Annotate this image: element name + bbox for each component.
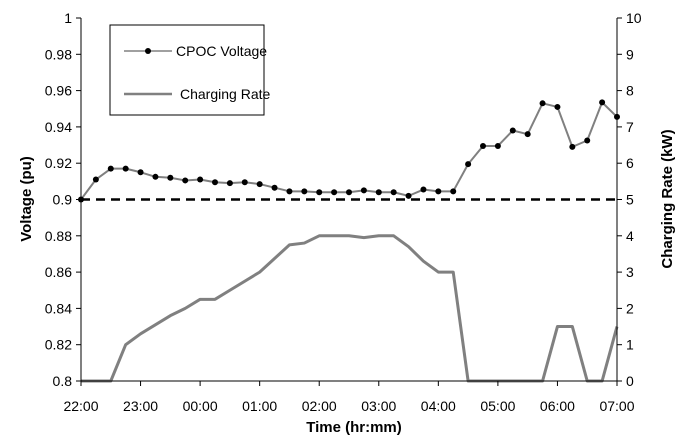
- y-left-tick-label: 0.94: [45, 119, 72, 135]
- x-tick-label: 02:00: [302, 398, 337, 414]
- legend-box: [109, 24, 265, 116]
- y-right-tick-label: 10: [626, 10, 642, 26]
- voltage-series-line: [80, 101, 618, 201]
- x-tick-label: 23:00: [123, 398, 158, 414]
- voltage-point: [450, 188, 457, 195]
- voltage-point: [107, 165, 114, 172]
- y-right-tick-label: 0: [626, 373, 634, 389]
- voltage-point: [197, 176, 204, 183]
- y-left-tick-label: 0.92: [45, 155, 72, 171]
- x-tick-label: 04:00: [421, 398, 456, 414]
- voltage-point: [212, 179, 218, 186]
- voltage-point: [524, 131, 531, 138]
- x-tick-label: 22:00: [63, 398, 98, 414]
- y-left-tick-label: 1: [64, 10, 72, 26]
- y-left-tick-label: 0.96: [45, 83, 72, 99]
- voltage-point: [584, 137, 591, 144]
- voltage-point: [271, 184, 278, 191]
- voltage-point: [92, 176, 99, 183]
- voltage-point: [346, 189, 352, 196]
- x-tick-label: 01:00: [242, 398, 277, 414]
- charging-series-line: [81, 234, 619, 383]
- y-axis-right-title: Charging Rate (kW): [659, 129, 676, 268]
- x-tick-label: 06:00: [540, 398, 575, 414]
- ticks-layer: 0.80.820.840.860.880.90.920.940.960.9810…: [45, 10, 642, 414]
- y-left-tick-label: 0.84: [45, 300, 72, 316]
- voltage-point: [331, 189, 338, 196]
- voltage-point: [480, 142, 486, 149]
- x-tick-label: 07:00: [599, 398, 634, 414]
- voltage-point: [182, 177, 189, 184]
- x-tick-label: 03:00: [361, 398, 396, 414]
- y-right-tick-label: 1: [626, 337, 634, 353]
- y-left-tick-label: 0.82: [45, 337, 72, 353]
- y-right-tick-label: 7: [626, 119, 634, 135]
- legend-charging-label: Charging Rate: [180, 86, 270, 102]
- y-left-tick-label: 0.9: [53, 192, 73, 208]
- y-axis-left-title: Voltage (pu): [18, 156, 35, 242]
- voltage-point: [256, 181, 263, 188]
- voltage-point: [226, 180, 233, 187]
- voltage-point: [390, 189, 397, 196]
- voltage-point: [152, 173, 159, 180]
- voltage-point: [360, 187, 367, 194]
- y-left-tick-label: 0.86: [45, 264, 72, 280]
- voltage-point: [435, 188, 442, 195]
- y-right-tick-label: 4: [626, 228, 634, 244]
- y-left-tick-label: 0.98: [45, 46, 72, 62]
- voltage-point: [569, 143, 576, 150]
- y-right-tick-label: 8: [626, 83, 634, 99]
- y-right-tick-label: 2: [626, 300, 634, 316]
- y-left-tick-label: 0.88: [45, 228, 72, 244]
- series-layer: [78, 99, 620, 383]
- voltage-point: [286, 188, 293, 195]
- voltage-point: [465, 161, 472, 168]
- x-tick-label: 00:00: [183, 398, 218, 414]
- voltage-point: [375, 189, 382, 196]
- voltage-point: [405, 192, 412, 199]
- voltage-point: [420, 186, 427, 193]
- legend-voltage-marker: [145, 48, 151, 54]
- voltage-point: [167, 174, 174, 181]
- x-axis-title: Time (hr:mm): [306, 419, 402, 436]
- voltage-point: [539, 100, 546, 107]
- y-right-tick-label: 6: [626, 155, 634, 171]
- x-tick-label: 05:00: [480, 398, 515, 414]
- voltage-point: [301, 188, 308, 195]
- y-right-tick-label: 5: [626, 192, 634, 208]
- y-right-tick-label: 3: [626, 264, 634, 280]
- voltage-point: [599, 99, 606, 106]
- voltage-point: [316, 189, 323, 196]
- legend: CPOC Voltage Charging Rate: [109, 24, 270, 116]
- voltage-point: [137, 169, 144, 176]
- legend-voltage-label: CPOC Voltage: [176, 43, 267, 59]
- y-left-tick-label: 0.8: [53, 373, 73, 389]
- voltage-point: [554, 103, 561, 110]
- voltage-point: [241, 179, 248, 186]
- voltage-point: [494, 142, 501, 149]
- voltage-point: [122, 165, 129, 172]
- voltage-point: [509, 127, 516, 134]
- y-right-tick-label: 9: [626, 46, 634, 62]
